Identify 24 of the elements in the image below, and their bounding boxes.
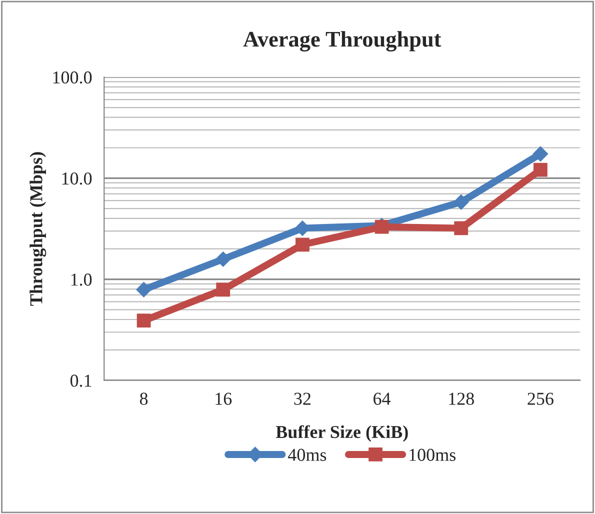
point	[136, 314, 151, 328]
point	[216, 282, 230, 297]
point	[532, 146, 548, 162]
legend-label: 100ms	[410, 448, 456, 461]
x-tick-label: 64	[374, 392, 391, 405]
x-tick-label: 256	[528, 392, 554, 405]
point	[296, 238, 310, 252]
x-tick-label: 32	[294, 392, 310, 405]
x-tick-label: 16	[216, 392, 232, 405]
point	[454, 194, 469, 210]
y-tick-label: 100.0	[53, 71, 92, 84]
legend-label: 40ms	[288, 448, 326, 461]
x-tick-label: 8	[140, 392, 148, 405]
y-tick-label: 10.0	[62, 172, 92, 185]
y-tick-label: 0.1	[70, 374, 92, 387]
x-axis-title: Buffer Size (KiB)	[276, 425, 408, 442]
y-tick-label: 1.0	[71, 274, 92, 286]
point	[534, 162, 548, 177]
point	[136, 282, 152, 298]
point	[216, 252, 231, 267]
point	[454, 221, 468, 236]
y-axis-title: Throughput (Mbps)	[30, 152, 46, 306]
chart-title: Average Throughput	[243, 31, 442, 52]
x-tick-label: 128	[449, 392, 474, 405]
